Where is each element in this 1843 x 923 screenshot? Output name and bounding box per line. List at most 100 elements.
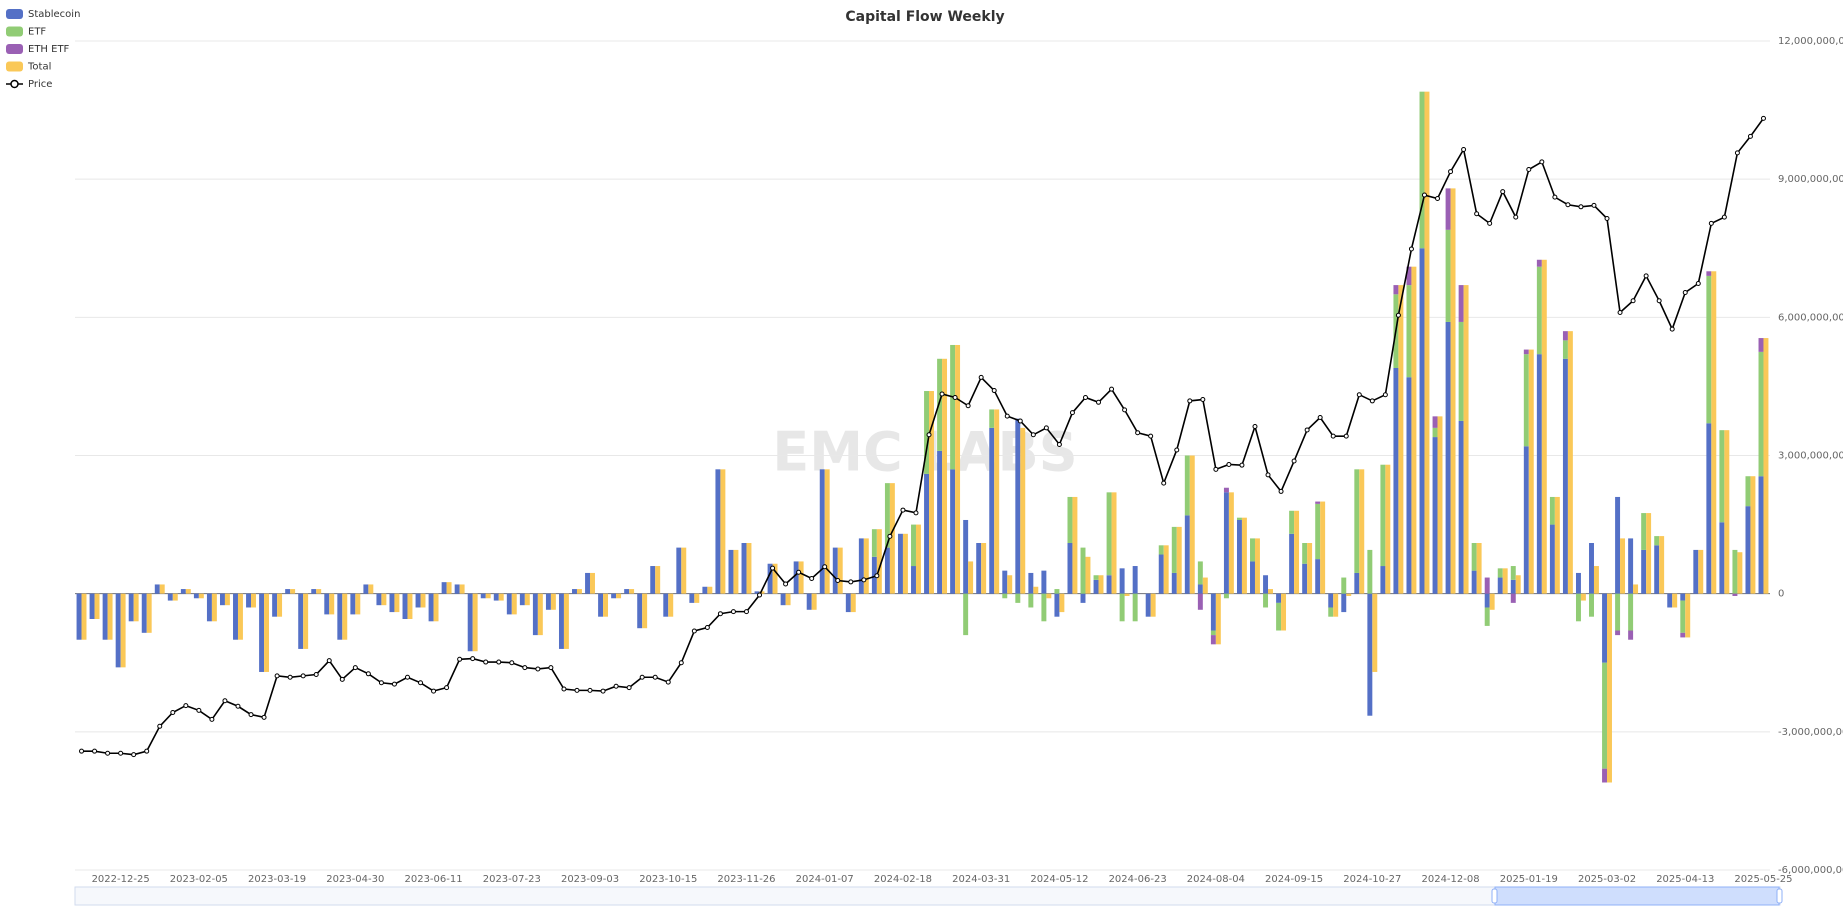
- bar: [1106, 575, 1112, 594]
- bar: [420, 593, 426, 608]
- x-tick-label: 2025-04-13: [1656, 874, 1714, 885]
- bar: [915, 524, 921, 594]
- price-point: [313, 671, 319, 677]
- bar: [1145, 593, 1151, 617]
- x-tick-label: 2025-05-25: [1734, 874, 1792, 885]
- legend-swatch: [6, 9, 23, 19]
- price-point: [1304, 427, 1310, 433]
- price-point: [1552, 194, 1558, 200]
- bar: [876, 529, 882, 594]
- price-point: [1408, 246, 1414, 252]
- bar: [663, 593, 669, 617]
- bar: [1541, 259, 1547, 594]
- price-point: [1513, 214, 1519, 220]
- bar: [1046, 593, 1052, 599]
- data-zoom-slider[interactable]: [74, 886, 1783, 906]
- x-tick-label: 2023-07-23: [483, 874, 541, 885]
- price-point: [965, 403, 971, 409]
- price-point: [1474, 211, 1480, 217]
- price-point: [1448, 169, 1454, 175]
- price-point: [1069, 410, 1075, 416]
- price-point: [1526, 166, 1532, 172]
- bar: [433, 593, 439, 622]
- bar: [394, 593, 400, 613]
- bar: [389, 593, 395, 613]
- chart-title: Capital Flow Weekly: [845, 9, 1004, 25]
- bar: [1341, 593, 1347, 613]
- bar: [1276, 602, 1282, 631]
- bar: [1398, 285, 1404, 594]
- legend-label: ETF: [28, 27, 46, 38]
- bar: [81, 593, 87, 640]
- price-point: [887, 533, 893, 539]
- bar: [1028, 593, 1034, 608]
- bar: [180, 589, 186, 594]
- price-point: [1656, 298, 1662, 304]
- bar: [407, 593, 413, 619]
- price-point: [600, 688, 606, 694]
- bar: [1536, 354, 1542, 594]
- bar: [1633, 584, 1639, 594]
- bar: [1210, 630, 1216, 636]
- bar: [1215, 593, 1221, 645]
- bar: [563, 593, 569, 649]
- bar: [193, 593, 199, 599]
- price-point: [1030, 432, 1036, 438]
- price-point: [991, 388, 997, 394]
- bar: [1328, 593, 1334, 608]
- slider-handle[interactable]: [1776, 888, 1783, 904]
- bar: [532, 593, 538, 636]
- bar: [368, 584, 374, 594]
- bar: [1497, 577, 1503, 594]
- price-point: [913, 510, 919, 516]
- price-point: [1734, 150, 1740, 156]
- bar: [1354, 469, 1360, 573]
- bar: [1615, 630, 1621, 636]
- bar: [746, 543, 752, 594]
- bar: [1236, 519, 1242, 594]
- price-point: [1435, 196, 1441, 202]
- bar: [1150, 593, 1156, 617]
- bar: [668, 593, 674, 617]
- bar: [955, 344, 961, 594]
- price-point: [1343, 433, 1349, 439]
- bar: [1607, 593, 1612, 783]
- y-tick-label: -3,000,000,000: [1778, 727, 1843, 738]
- bar: [1333, 593, 1339, 617]
- x-tick-label: 2024-12-08: [1421, 874, 1479, 885]
- x-tick-label: 2024-05-12: [1030, 874, 1088, 885]
- bar: [981, 543, 987, 594]
- price-point: [418, 680, 424, 686]
- bar: [1685, 593, 1691, 638]
- bar: [1263, 593, 1269, 608]
- bar: [102, 593, 108, 640]
- y-tick-label: 3,000,000,000: [1778, 451, 1843, 462]
- bar: [733, 549, 739, 594]
- slider-handle[interactable]: [1491, 888, 1498, 904]
- price-point: [1213, 466, 1219, 472]
- slider-window[interactable]: [1494, 886, 1780, 906]
- bar: [1458, 285, 1464, 322]
- price-point: [431, 688, 437, 694]
- bar: [94, 593, 100, 619]
- price-point: [704, 625, 710, 631]
- bar: [1732, 593, 1738, 596]
- bar: [277, 593, 283, 617]
- bar: [1197, 593, 1203, 610]
- legend-label: Total: [27, 62, 51, 73]
- bar: [1593, 566, 1599, 594]
- bar: [1706, 275, 1712, 424]
- bar: [720, 469, 726, 594]
- price-point: [1487, 220, 1493, 226]
- price-point: [522, 665, 528, 671]
- bar: [1654, 545, 1660, 594]
- bar: [1184, 515, 1190, 594]
- bar: [402, 593, 408, 619]
- bar: [1406, 285, 1412, 378]
- bar: [1033, 586, 1039, 594]
- legend-label: ETH ETF: [28, 44, 70, 55]
- bar: [1641, 513, 1647, 550]
- price-point: [1682, 289, 1688, 295]
- x-tick-label: 2023-02-05: [170, 874, 228, 885]
- bar: [950, 344, 956, 470]
